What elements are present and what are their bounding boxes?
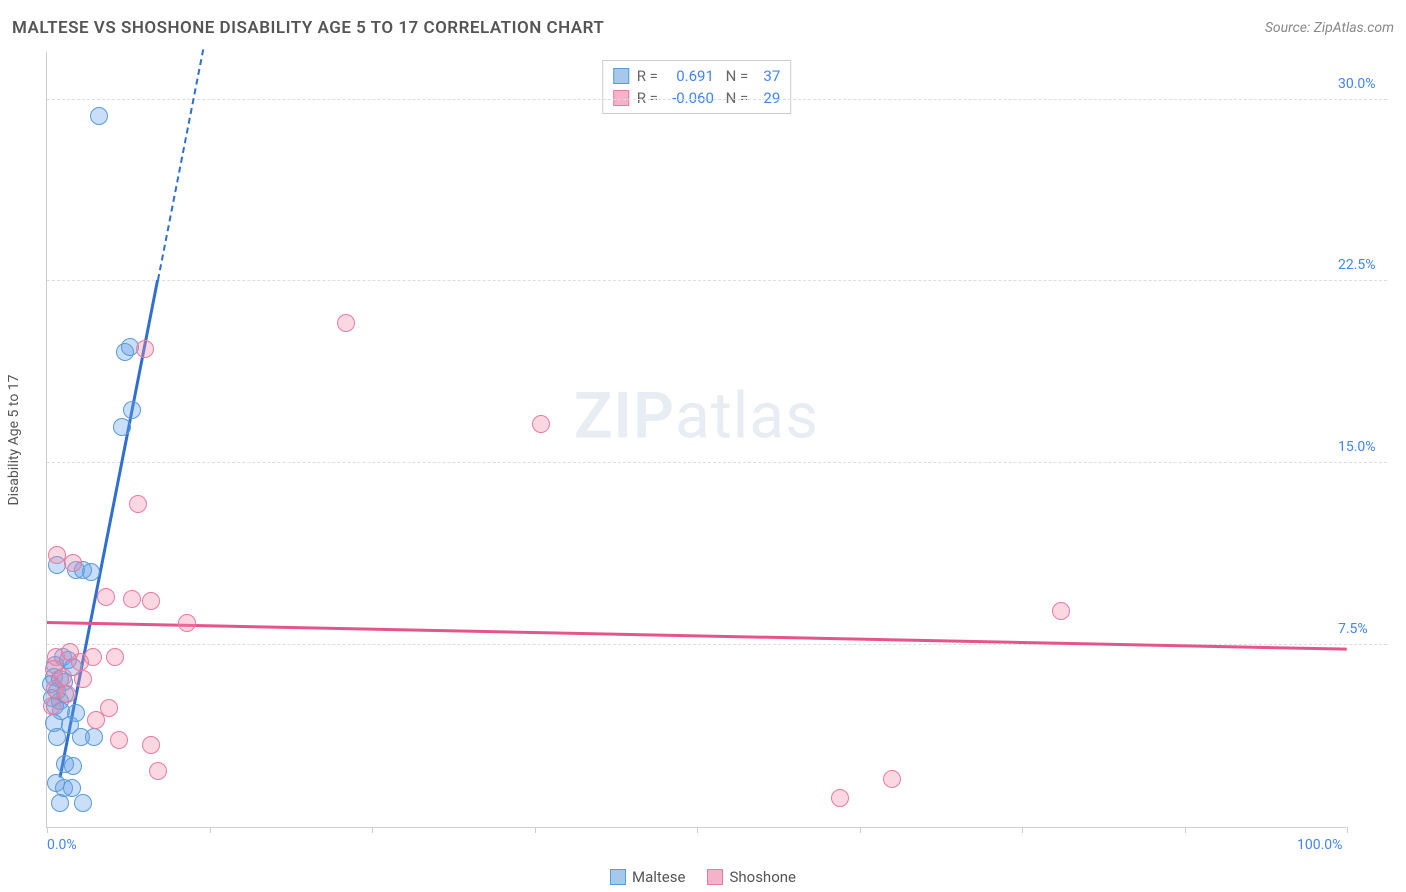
data-point-shoshone [1052,602,1070,620]
data-point-maltese [64,757,82,775]
stats-r-label: R = [637,65,658,87]
stats-n-label: N = [722,65,748,87]
data-point-shoshone [97,588,115,606]
legend-item-maltese: Maltese [610,868,685,886]
trend-dash-maltese [157,50,204,281]
data-point-maltese [48,728,66,746]
data-point-maltese [123,401,141,419]
legend-swatch-maltese [610,869,626,885]
y-tick-label: 30.0% [1338,76,1390,92]
data-point-maltese [74,794,92,812]
data-point-shoshone [883,770,901,788]
data-point-shoshone [110,731,128,749]
plot-region: ZIPatlas R = 0.691 N = 37 R = -0.060 N =… [46,52,1346,828]
gridline-h [47,280,1387,281]
stats-box: R = 0.691 N = 37 R = -0.060 N = 29 [602,60,792,114]
data-point-shoshone [178,614,196,632]
data-point-shoshone [129,495,147,513]
data-point-shoshone [87,711,105,729]
data-point-shoshone [142,736,160,754]
data-point-shoshone [61,643,79,661]
gridline-h [47,462,1387,463]
stats-row-maltese: R = 0.691 N = 37 [613,65,781,87]
legend-label-maltese: Maltese [632,868,685,886]
data-point-shoshone [136,340,154,358]
watermark: ZIPatlas [574,379,819,454]
x-tick [47,827,48,833]
data-point-shoshone [123,590,141,608]
data-point-maltese [51,794,69,812]
x-tick [372,827,373,833]
data-point-maltese [82,563,100,581]
data-point-shoshone [74,670,92,688]
x-tick [1347,827,1348,833]
chart-title: MALTESE VS SHOSHONE DISABILITY AGE 5 TO … [12,18,604,38]
chart-area: Disability Age 5 to 17 ZIPatlas R = 0.69… [46,52,1392,828]
data-point-shoshone [532,415,550,433]
data-point-maltese [85,728,103,746]
data-point-shoshone [142,592,160,610]
gridline-h [47,99,1387,100]
data-point-shoshone [43,697,61,715]
y-tick-label: 15.0% [1338,439,1390,455]
legend-swatch-shoshone [707,869,723,885]
y-tick-label: 7.5% [1338,621,1390,637]
watermark-zip: ZIP [574,379,675,454]
x-tick [535,827,536,833]
watermark-atlas: atlas [675,379,819,454]
chart-source: Source: ZipAtlas.com [1265,20,1394,36]
data-point-shoshone [106,648,124,666]
stats-swatch-maltese [613,68,629,84]
x-tick [697,827,698,833]
legend-label-shoshone: Shoshone [729,868,796,886]
x-tick [210,827,211,833]
x-tick [1185,827,1186,833]
data-point-shoshone [64,554,82,572]
legend-item-shoshone: Shoshone [707,868,796,886]
y-axis-label: Disability Age 5 to 17 [6,374,22,505]
trend-line-shoshone [47,621,1347,650]
data-point-shoshone [337,314,355,332]
data-point-maltese [113,418,131,436]
stats-n-maltese: 37 [756,65,780,87]
data-point-maltese [90,107,108,125]
chart-header: MALTESE VS SHOSHONE DISABILITY AGE 5 TO … [12,18,1394,38]
y-tick-label: 22.5% [1338,257,1390,273]
data-point-shoshone [831,789,849,807]
legend-bottom: Maltese Shoshone [610,868,796,886]
x-tick [1022,827,1023,833]
data-point-shoshone [149,762,167,780]
x-tick-label: 0.0% [47,837,77,853]
x-tick [860,827,861,833]
stats-r-maltese: 0.691 [666,65,714,87]
data-point-shoshone [58,685,76,703]
x-tick-label: 100.0% [1297,837,1342,853]
